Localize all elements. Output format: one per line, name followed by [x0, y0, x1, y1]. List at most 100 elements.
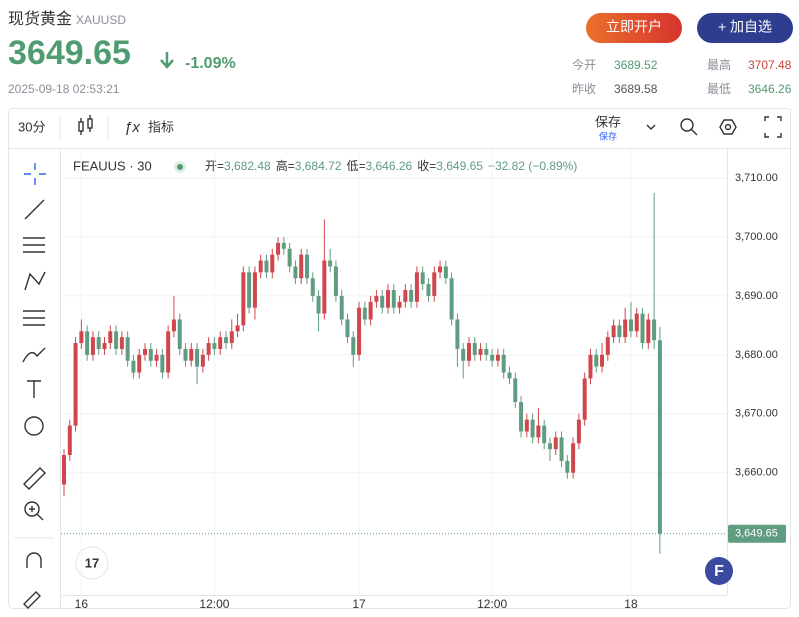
open-account-button[interactable] — [586, 13, 682, 43]
candle-body — [195, 348, 200, 367]
last-price-label: 3,649.65 — [735, 528, 778, 540]
projection-tool[interactable] — [23, 310, 45, 326]
pattern-tool[interactable] — [24, 271, 46, 291]
candle-body — [530, 419, 535, 438]
candle-body — [507, 372, 512, 379]
candle-body — [322, 260, 327, 314]
candle-body — [362, 307, 367, 320]
candle-body — [177, 319, 182, 349]
stat-value: 3646.26 — [748, 82, 792, 96]
candle-body — [154, 354, 159, 361]
candle-body — [339, 295, 344, 320]
candle-body — [605, 337, 610, 355]
button-label[interactable]: + 加自选 — [718, 19, 772, 35]
watermark-letter: F — [714, 563, 724, 580]
candle-body — [646, 319, 651, 344]
candle-body — [270, 254, 275, 273]
candle-body — [252, 272, 257, 308]
chart-frame — [8, 108, 791, 609]
candle-body — [634, 313, 639, 332]
candle-body — [316, 295, 321, 314]
candle-body — [258, 260, 263, 273]
candle-body — [519, 401, 524, 432]
down-arrow — [160, 52, 174, 69]
candle-body — [553, 437, 558, 450]
brush-tool[interactable] — [22, 347, 46, 363]
candle-body — [588, 354, 593, 379]
stat-value: 3689.58 — [614, 82, 658, 96]
price: 3649.65 — [8, 34, 131, 72]
symbol: XAUUSD — [76, 13, 126, 27]
candle-body — [171, 319, 176, 332]
settings-icon[interactable] — [719, 119, 737, 135]
crosshair-tool[interactable] — [24, 163, 46, 185]
candle-body — [368, 301, 373, 320]
emoji-tool[interactable] — [24, 416, 44, 436]
stat-label: 最高 — [707, 57, 731, 72]
y-tick-label: 3,690.00 — [735, 290, 778, 302]
candle-body — [409, 290, 414, 302]
candle-body — [391, 290, 396, 308]
watermark-badge — [705, 557, 733, 585]
alert-icon[interactable] — [680, 118, 698, 136]
candle-body — [466, 343, 471, 361]
settings-dot — [724, 123, 732, 131]
indicators[interactable]: 指标 — [148, 119, 174, 134]
y-tick-label: 3,670.00 — [735, 408, 778, 420]
ohlc-legend: 开=3,682.48 高=3,684.72 低=3,646.26 收=3,649.65… — [205, 158, 577, 173]
legend-label: 高= — [276, 158, 295, 173]
text-tool[interactable] — [27, 380, 41, 398]
candle-body — [108, 331, 113, 344]
magnet-tool[interactable] — [26, 552, 42, 568]
candle-body — [160, 354, 165, 373]
fullscreen-icon[interactable] — [764, 116, 782, 138]
candle-body — [385, 290, 390, 308]
candle-body — [513, 378, 518, 402]
y-tick-label: 3,700.00 — [735, 231, 778, 243]
zoom-tool[interactable] — [24, 501, 44, 521]
candle-body — [264, 260, 269, 273]
save[interactable]: 保存 — [595, 114, 621, 129]
lock-tool[interactable] — [23, 591, 41, 609]
ruler-tool[interactable] — [23, 467, 46, 490]
candle-body — [623, 319, 628, 338]
candle-body — [374, 295, 379, 302]
candle-body — [148, 348, 153, 361]
candle-type-icon[interactable] — [78, 115, 93, 135]
x-tick-label: 12:00 — [199, 597, 229, 611]
candle-body — [67, 425, 72, 456]
candle-body — [600, 354, 605, 367]
button-label[interactable]: 立即开户 — [606, 19, 662, 35]
candle-body — [397, 301, 402, 308]
candle-body — [490, 354, 495, 361]
candle-body — [542, 425, 547, 444]
fib-tool[interactable] — [23, 237, 45, 253]
fx-icon[interactable]: ƒx — [124, 119, 140, 136]
candle-body — [617, 325, 622, 338]
candle-body — [414, 272, 419, 302]
candle-body — [102, 343, 107, 349]
trendline-tool[interactable] — [24, 199, 45, 220]
legend-label: 低= — [346, 159, 365, 173]
chevron[interactable] — [646, 124, 656, 130]
legend-value: 3,682.48 — [224, 159, 271, 173]
candle-body — [293, 266, 298, 279]
x-tick-label: 17 — [352, 597, 366, 611]
candle-body — [640, 313, 645, 344]
save-sub[interactable]: 保存 — [599, 130, 617, 141]
candle-body — [652, 319, 657, 341]
candle-body — [420, 272, 425, 285]
candle-body — [299, 254, 304, 279]
candle-body — [85, 331, 90, 355]
watchlist-button[interactable] — [697, 13, 793, 43]
candle-body — [166, 331, 171, 373]
candle-body — [328, 260, 333, 267]
change: -1.09% — [185, 55, 236, 72]
interval[interactable]: 30分 — [18, 119, 45, 134]
candle-body — [310, 278, 315, 296]
candle-body — [62, 455, 67, 485]
candle-body — [183, 348, 188, 361]
candle-body — [96, 337, 101, 349]
